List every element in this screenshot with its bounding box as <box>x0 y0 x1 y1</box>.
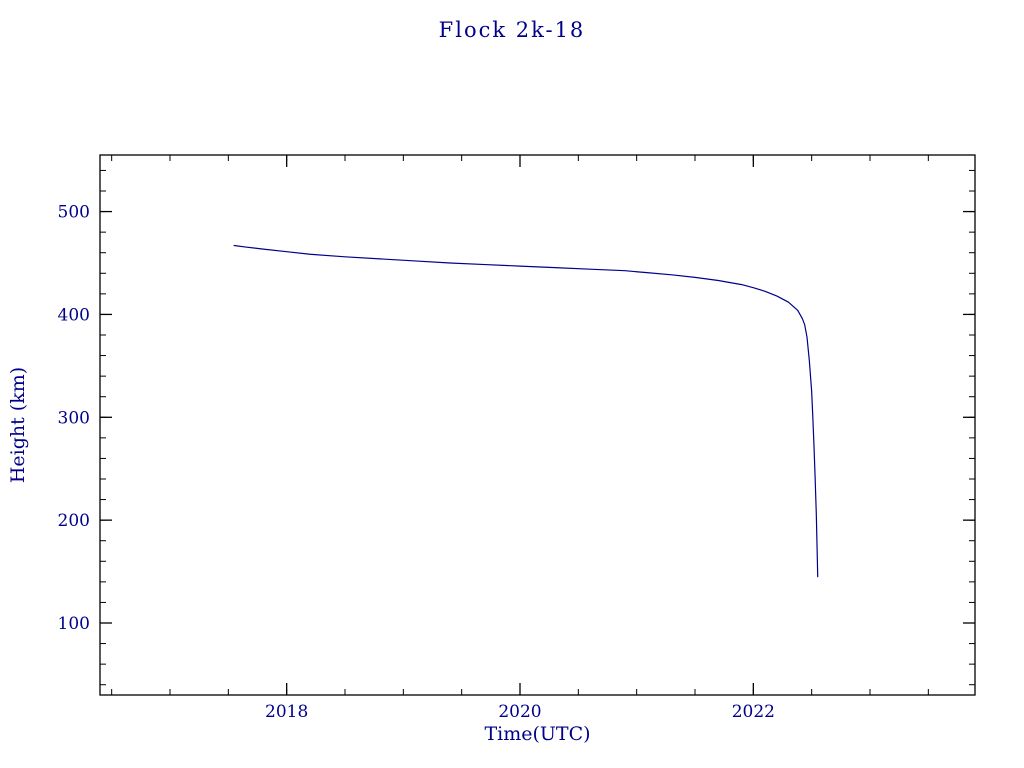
chart-title: Flock 2k-18 <box>438 18 586 42</box>
x-tick-label: 2022 <box>732 702 775 722</box>
data-line <box>233 244 819 578</box>
y-axis-label: Height (km) <box>7 367 29 483</box>
x-tick-label: 2020 <box>498 702 541 722</box>
x-tick-label: 2018 <box>265 702 308 722</box>
y-tick-label: 500 <box>58 203 90 223</box>
axis-frame <box>99 154 976 696</box>
x-axis-label: Time(UTC) <box>484 723 590 745</box>
y-tick-label: 100 <box>58 614 90 634</box>
y-tick-label: 300 <box>58 408 90 428</box>
y-tick-label: 400 <box>58 305 90 325</box>
y-tick-label: 200 <box>58 511 90 531</box>
